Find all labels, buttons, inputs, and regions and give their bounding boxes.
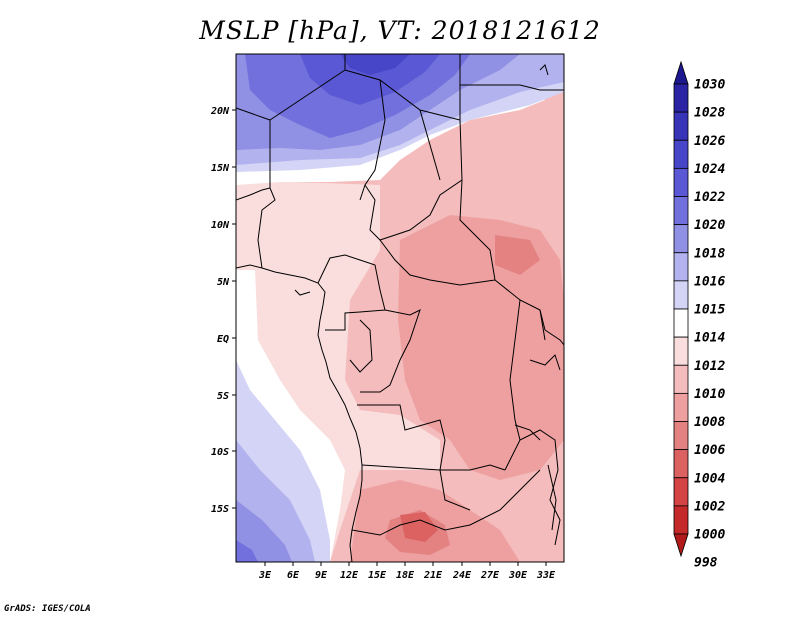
border-5 (359, 79, 386, 201)
lat-label-10n: 10N (211, 220, 230, 231)
border-24 (547, 464, 557, 531)
colorbar-swatch (673, 167, 689, 197)
colorbar-label: 1028 (694, 106, 725, 121)
chart-title: MSLP [hPa], VT: 2018121612 (199, 16, 601, 45)
colorbar-swatch (673, 336, 689, 366)
border-15 (357, 404, 506, 471)
field-1006-east (495, 235, 540, 275)
colorbar-label: 1026 (694, 134, 725, 149)
colorbar-swatch (673, 421, 689, 451)
colorbar-swatch (673, 505, 689, 535)
lon-label-21e: 21E (423, 570, 443, 581)
lon-label-27e: 27E (480, 570, 500, 581)
colorbar: 1030 1028 1026 1024 1022 1020 1018 1016 1015 1014… (673, 60, 725, 571)
colorbar-swatch (673, 449, 689, 479)
colorbar-bottom-arrow (673, 533, 689, 558)
border-21 (539, 309, 564, 346)
border-19 (504, 429, 561, 546)
border-10 (419, 109, 441, 181)
border-14 (349, 319, 373, 373)
lat-label-5n: 5N (217, 277, 230, 288)
colorbar-label: 1000 (694, 528, 725, 543)
lat-label-20n: 20N (210, 106, 230, 117)
border-16 (361, 464, 441, 471)
lat-label-15n: 15N (211, 163, 230, 174)
colorbar-swatch (673, 111, 689, 141)
border-1 (236, 187, 271, 201)
lat-label-eq: EQ (217, 334, 229, 345)
colorbar-label: 998 (694, 556, 718, 571)
border-12 (317, 254, 386, 331)
border-18 (439, 469, 471, 511)
colorbar-label: 1014 (694, 331, 725, 346)
coastline (236, 264, 363, 562)
border-11 (379, 239, 496, 286)
colorbar-label: 1020 (694, 218, 725, 233)
lat-label-15s: 15S (211, 504, 229, 515)
colorbar-swatch (673, 196, 689, 226)
border-17 (351, 469, 541, 536)
border-22 (529, 354, 561, 371)
pressure-field (236, 54, 564, 562)
lon-label-15e: 15E (368, 570, 387, 581)
colorbar-label: 1015 (694, 303, 725, 318)
field-1020-south (236, 540, 258, 562)
country-borders (236, 54, 564, 562)
lon-label-30e: 30E (508, 570, 528, 581)
colorbar-swatch (673, 364, 689, 394)
border-2 (257, 120, 276, 269)
colorbar-swatch (673, 83, 689, 113)
colorbar-label: 1012 (694, 359, 725, 374)
lon-label-33e: 33E (536, 570, 556, 581)
colorbar-swatch (673, 280, 689, 310)
lat-label-5s: 5S (217, 391, 229, 402)
colorbar-swatch (673, 224, 689, 254)
credit-label: GrADS: IGES/COLA (4, 604, 91, 614)
border-25 (294, 289, 311, 296)
field-1018-south (236, 500, 292, 562)
border-4 (236, 107, 271, 121)
colorbar-swatch (673, 252, 689, 282)
lon-axis: 3E 6E 9E 12E 15E 18E 21E 24E 27E 30E 33E (258, 562, 556, 581)
lon-label-24e: 24E (452, 570, 472, 581)
border-13 (360, 309, 421, 393)
border-26 (539, 64, 549, 76)
field-1022 (300, 54, 440, 105)
colorbar-label: 1002 (694, 499, 725, 514)
colorbar-label: 1016 (694, 274, 725, 289)
lat-axis: 20N 15N 10N 5N EQ 5S 10S 15S (210, 106, 236, 515)
lon-label-18e: 18E (396, 570, 415, 581)
colorbar-label: 1006 (694, 443, 725, 458)
colorbar-swatch (673, 392, 689, 422)
colorbar-label: 1024 (694, 162, 725, 177)
lat-label-10s: 10S (211, 447, 229, 458)
colorbar-swatch (673, 477, 689, 507)
lon-label-6e: 6E (287, 570, 300, 581)
lon-label-3e: 3E (258, 570, 272, 581)
lon-label-9e: 9E (315, 570, 328, 581)
colorbar-label: 1010 (694, 387, 725, 402)
map-frame (235, 53, 565, 563)
colorbar-top-arrow (673, 60, 689, 85)
colorbar-label: 1004 (694, 471, 725, 486)
field-1004 (400, 512, 438, 542)
colorbar-label: 1030 (694, 78, 725, 93)
colorbar-swatch (673, 139, 689, 169)
colorbar-swatch (673, 308, 689, 338)
colorbar-label: 1018 (694, 246, 725, 261)
colorbar-label: 1022 (694, 190, 725, 205)
lon-label-12e: 12E (340, 570, 359, 581)
border-20 (509, 299, 521, 441)
colorbar-label: 1008 (694, 415, 725, 430)
border-23 (514, 424, 541, 441)
field-1024 (340, 54, 410, 75)
border-9 (460, 84, 564, 91)
